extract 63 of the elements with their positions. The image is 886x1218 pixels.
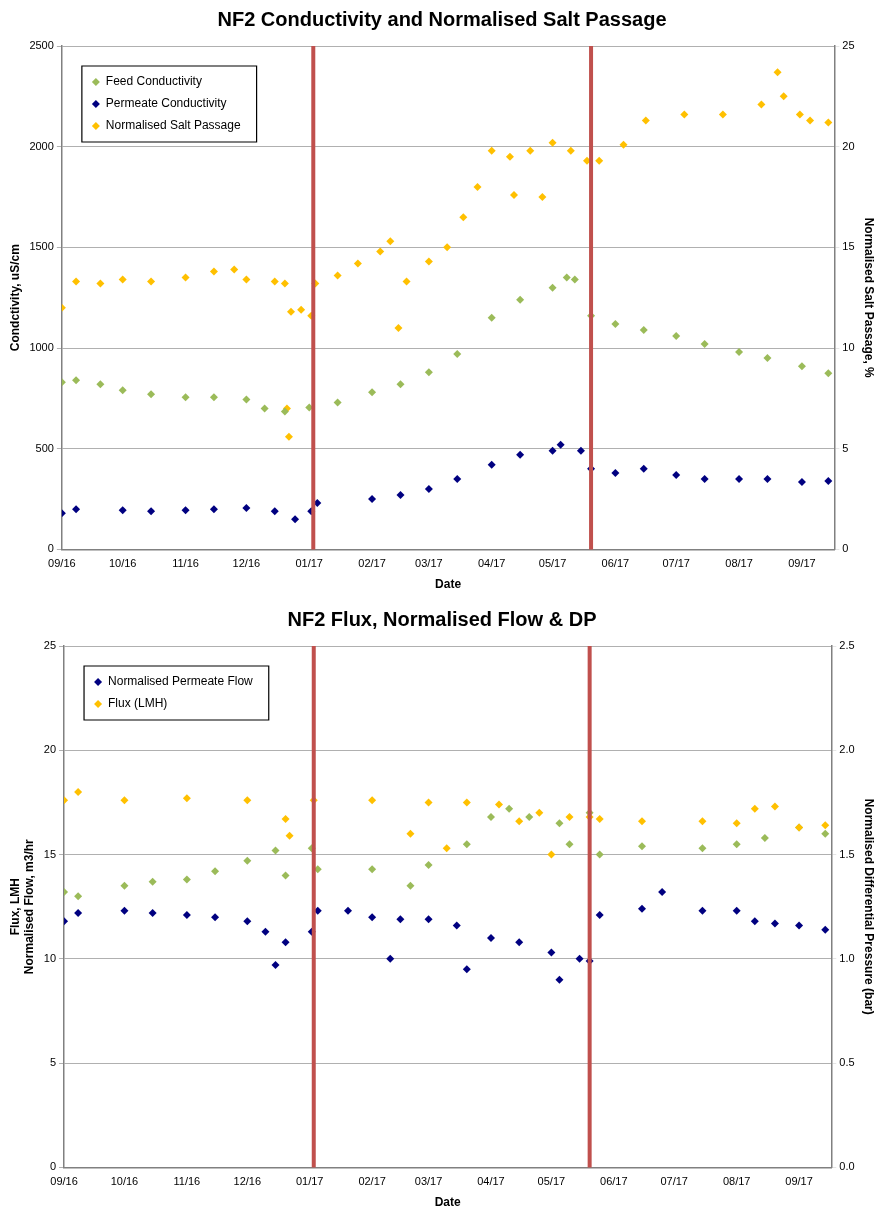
y-tick-label: 20 (43, 743, 57, 756)
x-tick-label: 08/17 (725, 557, 753, 570)
y-tick-label: 0 (49, 1160, 57, 1173)
x-tick-label: 01/17 (295, 1175, 324, 1188)
y2-tick-label: 0.5 (839, 1056, 855, 1069)
x-tick-label: 08/17 (722, 1175, 751, 1188)
chart-title: NF2 Flux, Normalised Flow & DP (287, 607, 597, 630)
y-tick-label: 2000 (29, 139, 54, 152)
y-tick-label: 500 (35, 441, 54, 454)
y-tick-label: 15 (43, 847, 57, 860)
y2-tick-label: 25 (842, 39, 855, 52)
x-tick-label: 01/17 (295, 557, 323, 570)
y2-axis-title: Normalised Salt Passage, % (862, 217, 877, 379)
x-tick-label: 09/16 (50, 1175, 78, 1188)
y2-tick-label: 0 (842, 542, 849, 555)
y2-tick-label: 0.0 (839, 1160, 855, 1173)
legend-label: Permeate Conductivity (105, 96, 227, 111)
y-tick-label: 25 (43, 639, 57, 652)
y-tick-label: 10 (43, 951, 57, 964)
y-tick-label: 1500 (29, 240, 54, 253)
x-tick-label: 12/16 (232, 557, 261, 570)
x-tick-label: 03/17 (414, 1175, 443, 1188)
x-tick-label: 09/17 (788, 557, 816, 570)
x-axis-title: Date (434, 1195, 461, 1210)
y2-tick-label: 15 (842, 240, 855, 253)
x-tick-label: 07/17 (662, 557, 690, 570)
x-tick-label: 11/16 (173, 1175, 201, 1188)
x-tick-label: 05/17 (537, 1175, 566, 1188)
x-tick-label: 11/16 (172, 557, 199, 570)
y2-axis-title: Normalised Differential Pressure (bar) (862, 798, 877, 1015)
y-tick-label: 5 (49, 1056, 57, 1069)
x-tick-label: 04/17 (477, 557, 506, 570)
y2-tick-label: 10 (842, 341, 855, 354)
x-tick-label: 06/17 (600, 1175, 628, 1188)
y2-tick-label: 20 (842, 139, 855, 152)
x-axis-title: Date (435, 577, 462, 592)
y-tick-label: 1000 (29, 341, 54, 354)
x-tick-label: 09/17 (785, 1175, 813, 1188)
x-tick-label: 04/17 (477, 1175, 505, 1188)
x-tick-label: 10/16 (108, 557, 137, 570)
x-tick-label: 12/16 (233, 1175, 262, 1188)
x-tick-label: 09/16 (48, 557, 76, 570)
y-tick-label: 0 (47, 542, 54, 555)
x-tick-label: 03/17 (415, 557, 443, 570)
legend-label: Flux (LMH) (108, 696, 168, 711)
y2-tick-label: 1.5 (839, 847, 855, 860)
chart-title: NF2 Conductivity and Normalised Salt Passage (217, 7, 667, 30)
x-tick-label: 07/17 (660, 1175, 688, 1188)
y2-tick-label: 2.0 (839, 743, 855, 756)
x-tick-label: 02/17 (358, 1175, 386, 1188)
x-tick-label: 06/17 (601, 557, 630, 570)
y-axis-title: Flux, LMH Normalised Flow, m3/hr (7, 838, 36, 975)
x-tick-label: 02/17 (358, 557, 386, 570)
y2-tick-label: 1.0 (839, 951, 855, 964)
y-tick-label: 2500 (29, 39, 54, 52)
x-tick-label: 10/16 (110, 1175, 139, 1188)
y-axis-title: Condctivity, uS/cm (7, 244, 22, 352)
y2-tick-label: 5 (842, 441, 849, 454)
x-tick-label: 05/17 (538, 557, 567, 570)
legend-label: Normalised Permeate Flow (108, 674, 254, 689)
legend-label: Feed Conductivity (105, 74, 202, 89)
y2-tick-label: 2.5 (839, 639, 855, 652)
legend-label: Normalised Salt Passage (105, 118, 241, 133)
